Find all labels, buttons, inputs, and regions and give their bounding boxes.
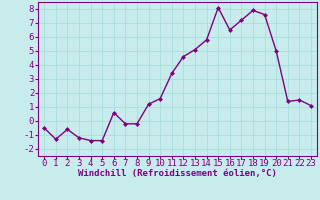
X-axis label: Windchill (Refroidissement éolien,°C): Windchill (Refroidissement éolien,°C) xyxy=(78,169,277,178)
